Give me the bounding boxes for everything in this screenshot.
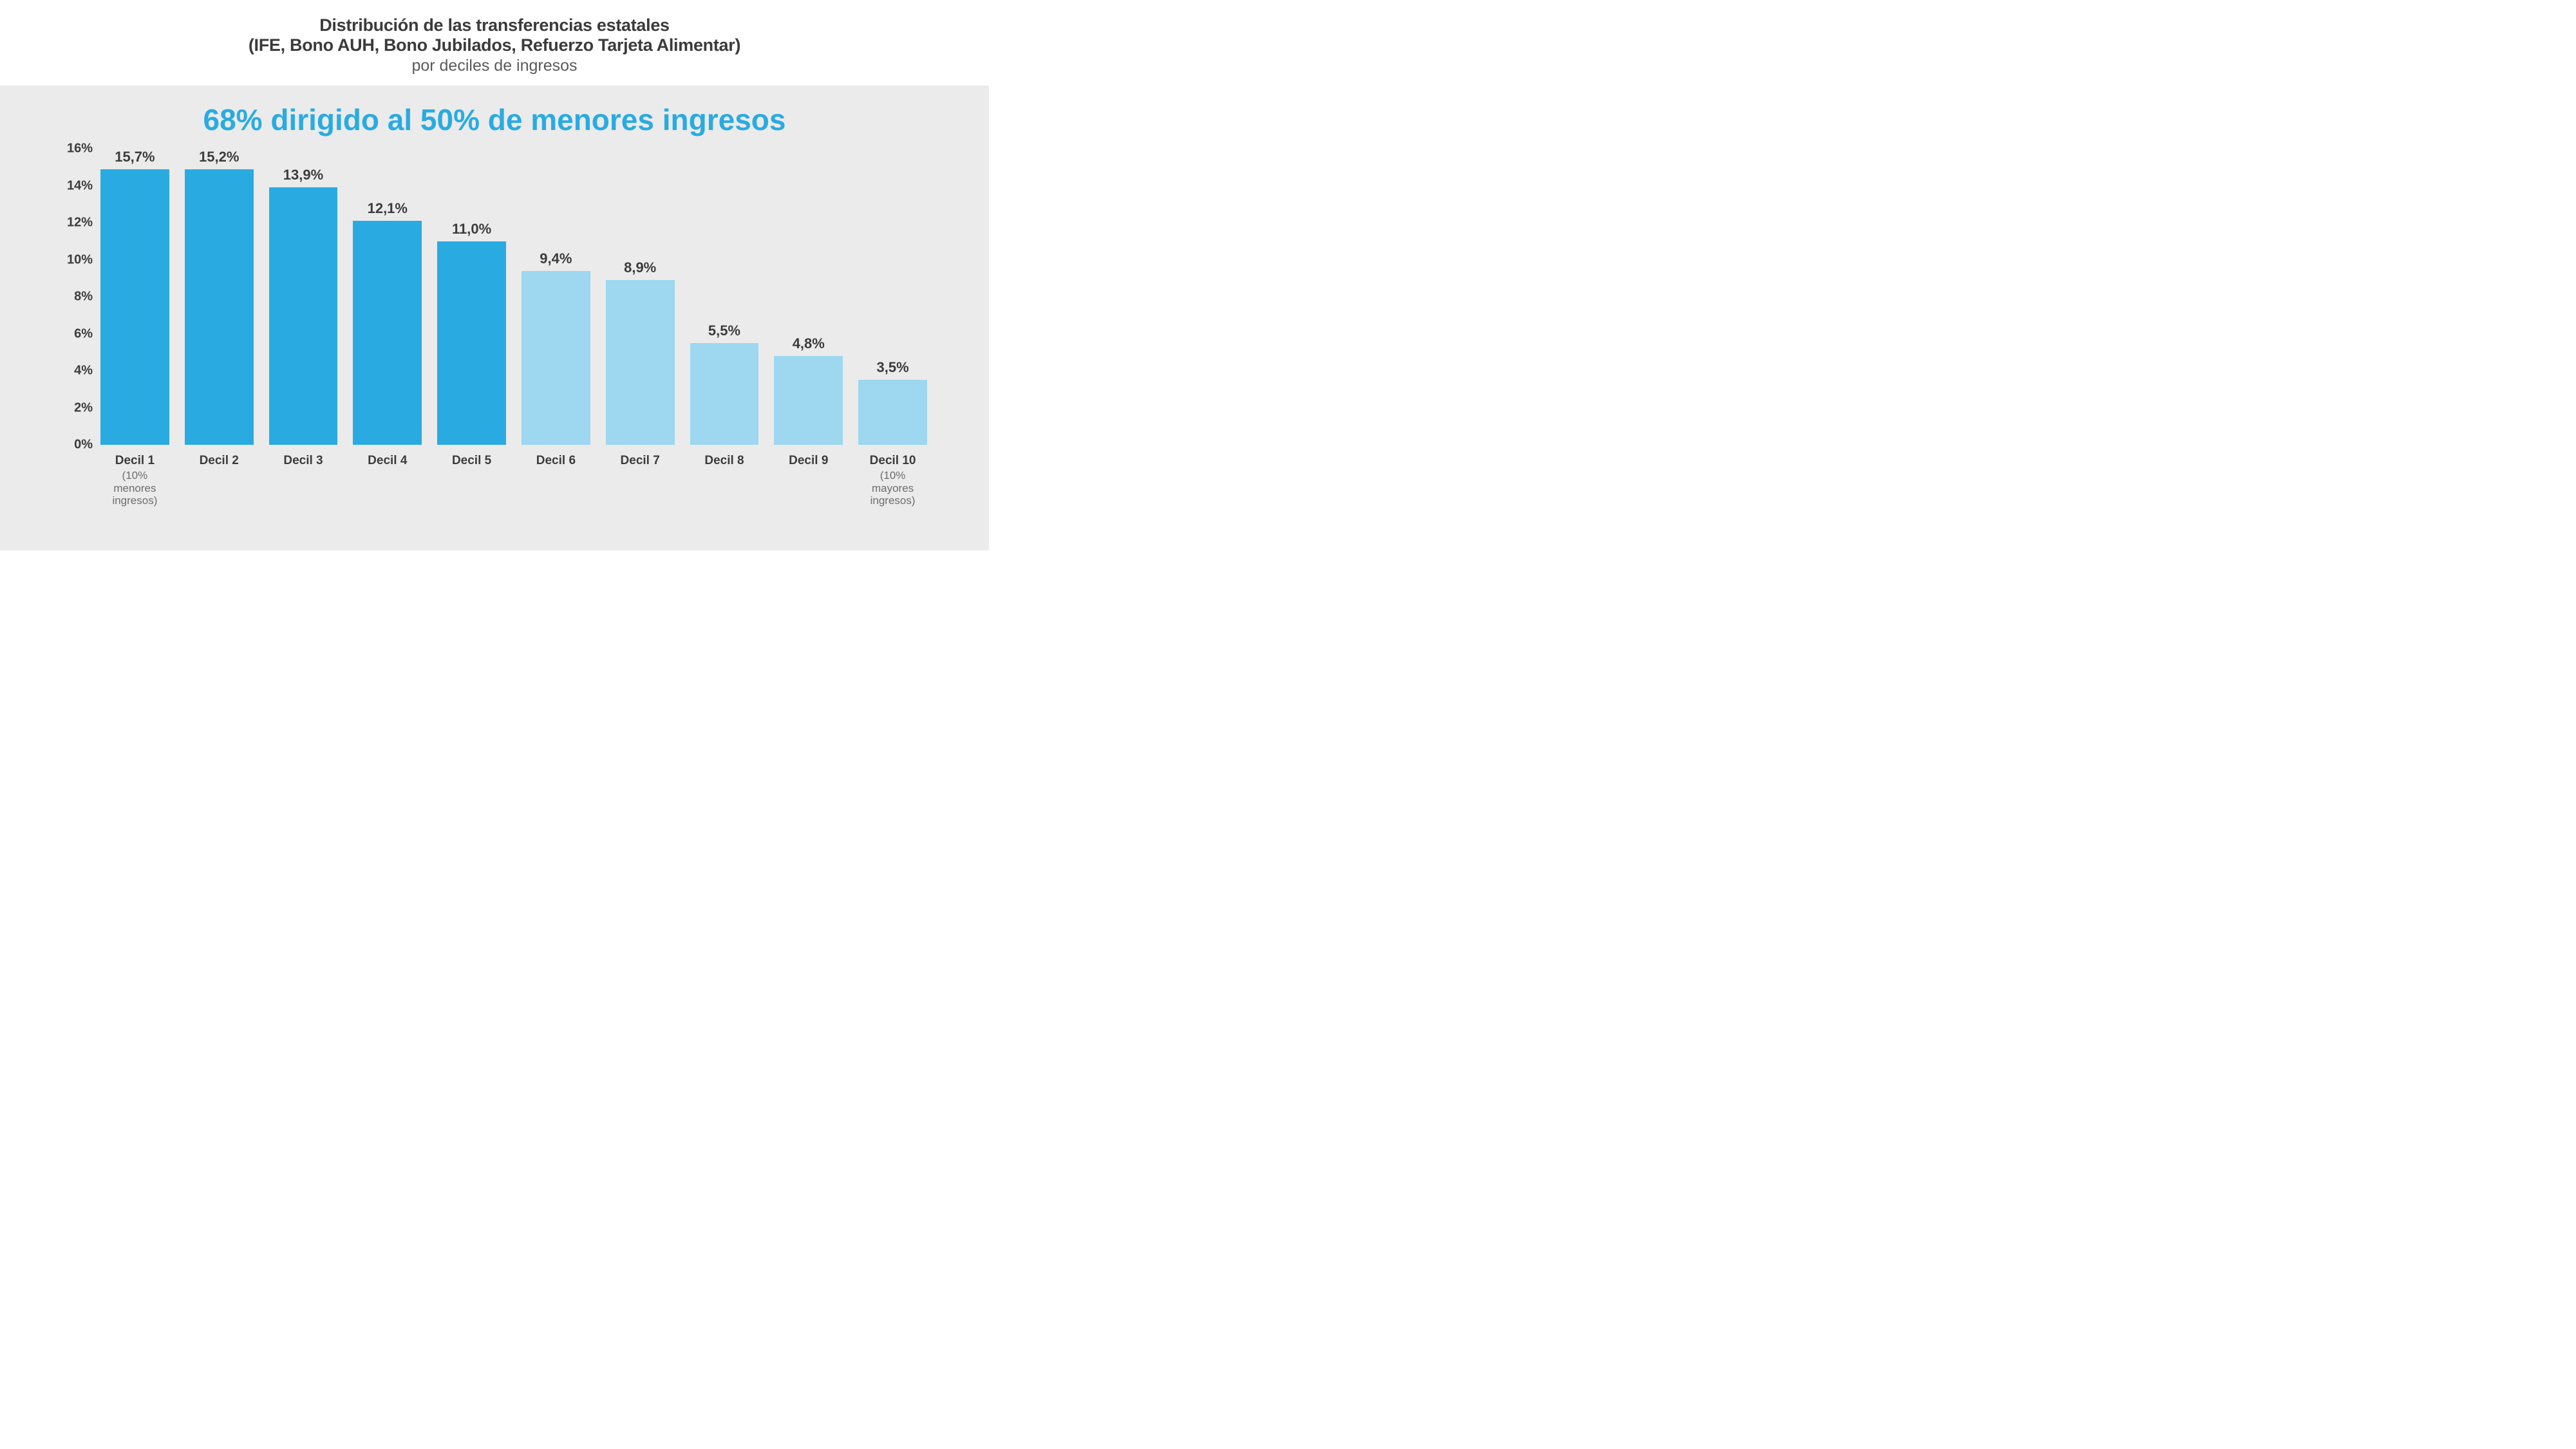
x-axis-labels: Decil 1(10% menoresingresos) Decil 2 Decil… [97, 454, 931, 507]
bar-value-label: 8,9% [624, 259, 656, 276]
x-label-column: Decil 2 [185, 454, 254, 507]
bar-column: 15,2% [185, 149, 254, 445]
bar-value-label: 4,8% [793, 335, 825, 352]
y-tick: 8% [54, 290, 93, 304]
chart-header: Distribución de las transferencias estat… [0, 0, 989, 86]
x-category-label: Decil 3 [269, 454, 338, 468]
x-category-label: Decil 2 [185, 454, 254, 468]
y-tick: 12% [54, 216, 93, 230]
x-label-column: Decil 1(10% menoresingresos) [100, 454, 169, 507]
bar-column: 4,8% [774, 149, 843, 445]
x-label-column: Decil 7 [606, 454, 675, 507]
bar-value-label: 11,0% [452, 221, 491, 238]
chart-area: 68% dirigido al 50% de menores ingresos … [0, 86, 989, 550]
bar [353, 221, 422, 445]
y-tick: 0% [54, 438, 93, 453]
x-label-column: Decil 3 [269, 454, 338, 507]
bar [185, 169, 254, 445]
bar [690, 343, 759, 445]
x-label-column: Decil 8 [690, 454, 759, 507]
bar-column: 12,1% [353, 149, 422, 445]
x-category-label: Decil 1 [100, 454, 169, 468]
bar-column: 9,4% [522, 149, 590, 445]
x-category-label: Decil 8 [690, 454, 759, 468]
x-category-label: Decil 4 [353, 454, 422, 468]
chart-subtitle: por deciles de ingresos [0, 57, 989, 75]
bar [858, 380, 927, 445]
bar-value-label: 5,5% [708, 323, 740, 339]
bar-column: 3,5% [858, 149, 927, 445]
bar-value-label: 12,1% [368, 200, 408, 217]
x-category-label: Decil 5 [437, 454, 506, 468]
y-tick: 4% [54, 364, 93, 379]
y-axis: 0%2%4%6%8%10%12%14%16% [54, 149, 93, 445]
bar-plot: 0%2%4%6%8%10%12%14%16% 15,7%15,2%13,9%12… [97, 149, 931, 445]
bar-value-label: 3,5% [876, 359, 908, 376]
bar-value-label: 13,9% [283, 167, 323, 183]
bar-column: 13,9% [269, 149, 338, 445]
x-category-note: (10% menoresingresos) [100, 469, 169, 507]
x-category-label: Decil 6 [522, 454, 590, 468]
y-tick: 2% [54, 400, 93, 415]
x-category-label: Decil 9 [774, 454, 843, 468]
bar [269, 187, 338, 445]
bar-column: 15,7% [100, 149, 169, 445]
y-tick: 16% [54, 142, 93, 156]
bar-value-label: 9,4% [540, 250, 572, 267]
bar [774, 356, 843, 445]
bar-column: 5,5% [690, 149, 759, 445]
x-label-column: Decil 9 [774, 454, 843, 507]
y-tick: 14% [54, 178, 93, 193]
y-tick: 10% [54, 252, 93, 267]
bar-value-label: 15,2% [199, 149, 239, 165]
bars-container: 15,7% 15,2% 13,9% 12,1% 11,0% 9,4% 8,9% 5,5% 4,8… [97, 149, 931, 445]
bar [100, 169, 169, 445]
title-line-1: Distribución de las transferencias estat… [0, 15, 989, 35]
x-label-column: Decil 4 [353, 454, 422, 507]
x-category-label: Decil 10 [858, 454, 927, 468]
x-label-column: Decil 5 [437, 454, 506, 507]
x-category-label: Decil 7 [606, 454, 675, 468]
bar [606, 280, 675, 445]
bar-column: 11,0% [437, 149, 506, 445]
y-tick: 6% [54, 326, 93, 341]
bar [522, 271, 590, 445]
x-category-note: (10% mayoresingresos) [858, 469, 927, 507]
chart-headline: 68% dirigido al 50% de menores ingresos [0, 86, 989, 137]
bar-column: 8,9% [606, 149, 675, 445]
x-label-column: Decil 10(10% mayoresingresos) [858, 454, 927, 507]
x-label-column: Decil 6 [522, 454, 590, 507]
bar [437, 241, 506, 445]
bar-value-label: 15,7% [115, 149, 155, 165]
title-line-2: (IFE, Bono AUH, Bono Jubilados, Refuerzo… [0, 35, 989, 55]
